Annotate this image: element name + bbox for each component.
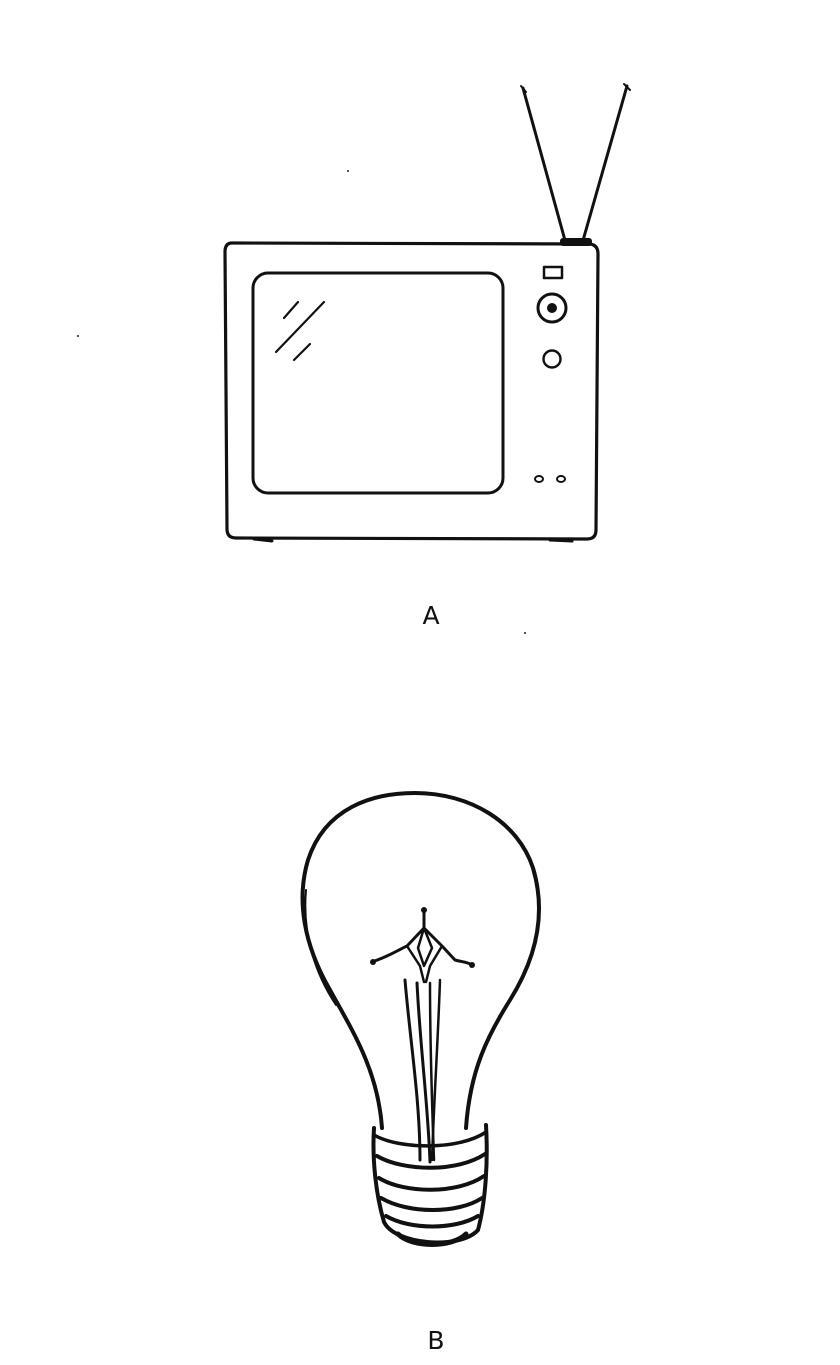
scan-speck xyxy=(77,335,79,337)
television-icon xyxy=(223,83,631,543)
speaker-dot-2 xyxy=(556,475,566,483)
antenna-right xyxy=(580,84,629,246)
volume-knob xyxy=(542,349,562,369)
tuning-dial xyxy=(536,292,568,324)
bulb-glass xyxy=(300,791,541,1130)
scan-speck xyxy=(347,170,349,172)
light-bulb-icon xyxy=(300,791,541,1247)
scan-speck xyxy=(524,632,526,634)
figure-b-label: B xyxy=(427,1326,445,1355)
figure-a-label: A xyxy=(422,601,440,630)
indicator-light xyxy=(542,265,564,280)
television-figure xyxy=(223,83,631,543)
screen-glare xyxy=(282,300,300,320)
filament-stem xyxy=(403,978,422,1162)
speaker-dot-1 xyxy=(534,475,544,483)
base-tip xyxy=(395,1231,469,1247)
filament-wire xyxy=(370,926,474,967)
tv-cabinet xyxy=(223,241,600,541)
antenna-left xyxy=(521,86,568,246)
tv-screen xyxy=(251,271,505,495)
